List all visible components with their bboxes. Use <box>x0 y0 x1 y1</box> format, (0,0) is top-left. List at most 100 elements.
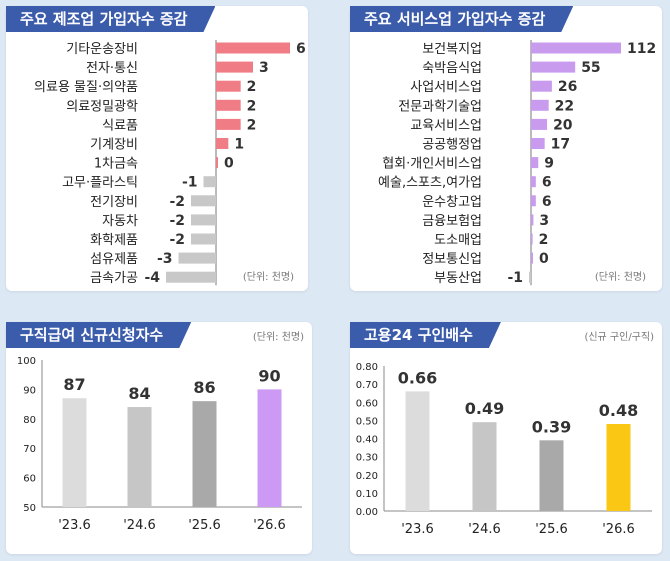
y-tick-label: 80 <box>23 415 36 426</box>
data-label: -1 <box>182 175 198 191</box>
y-tick-label: 0.40 <box>356 435 378 446</box>
category-label: 기타운송장비 <box>66 42 138 57</box>
bar <box>606 424 631 511</box>
x-tick-label: '25.6 <box>188 518 221 533</box>
data-label: 0.66 <box>398 368 437 387</box>
bar <box>166 271 216 283</box>
data-label: -2 <box>169 213 185 229</box>
data-label: 22 <box>555 98 574 114</box>
y-tick-label: 0.60 <box>356 398 378 409</box>
job-ratio-chart: 0.00 0.10 0.20 0.30 0.40 0.50 0.60 0.70 0.80 0.66… <box>356 362 652 537</box>
bar <box>216 138 229 149</box>
x-tick-label: '26.6 <box>602 522 635 537</box>
x-tick-label: '24.6 <box>123 518 156 533</box>
bar <box>531 61 576 73</box>
category-label: 부동산업 <box>434 271 482 286</box>
category-label: 전문과학기술업 <box>398 99 482 114</box>
bar <box>531 80 552 92</box>
category-label: 도소매업 <box>434 233 482 248</box>
category-label: 교육서비스업 <box>410 118 482 133</box>
bar <box>178 252 216 264</box>
data-label: 112 <box>627 41 656 57</box>
category-label: 금융보험업 <box>422 214 482 229</box>
data-label: 0 <box>539 251 549 267</box>
manufacturing-panel: 주요 제조업 가입자수 증감 기타운송장비 6 전자·통신 3 의료용 물질·의약품 2 의… <box>6 6 308 291</box>
x-tick-label: '26.6 <box>253 518 286 533</box>
job-benefit-title: 구직급여 신규신청자수 <box>6 322 191 348</box>
y-tick-label: 0.70 <box>356 380 378 391</box>
y-tick-label: 0.80 <box>356 362 378 373</box>
category-label: 보건복지업 <box>422 42 482 57</box>
y-tick-label: 100 <box>17 356 36 367</box>
bar <box>531 176 536 188</box>
data-label: -1 <box>507 270 523 286</box>
category-label: 공공행정업 <box>422 137 482 153</box>
category-label: 숙박음식업 <box>422 61 482 76</box>
data-label: -4 <box>144 270 160 286</box>
bar <box>531 42 621 54</box>
x-tick-label: '24.6 <box>468 522 501 537</box>
x-tick-label: '23.6 <box>58 518 91 533</box>
category-label: 기계장비 <box>90 138 138 153</box>
y-tick-label: 70 <box>23 444 36 455</box>
category-label: 전기장비 <box>90 195 138 210</box>
job-ratio-panel: 고용24 구인배수 (신규 구인/구직) 0.00 0.10 0.20 0.30 0.4… <box>350 322 662 554</box>
category-label: 식료품 <box>102 118 138 133</box>
data-label: 20 <box>553 117 573 133</box>
data-label: 26 <box>558 79 577 95</box>
y-tick-label: 0.50 <box>356 416 378 427</box>
bar <box>539 440 564 511</box>
bar <box>127 407 152 507</box>
bar <box>216 42 290 54</box>
job-benefit-panel: 구직급여 신규신청자수 (단위: 천명) 50 60 70 80 90 100 87 '23.… <box>6 322 312 554</box>
manufacturing-chart: 기타운송장비 6 전자·통신 3 의료용 물질·의약품 2 의료정밀광학 2 식료품 2 기계장비 1… <box>34 40 306 286</box>
data-label: 6 <box>296 41 306 57</box>
category-label: 고무·플라스틱 <box>62 176 138 191</box>
bar <box>192 401 217 507</box>
bar <box>531 214 534 226</box>
services-unit: (단위: 천명) <box>594 272 646 283</box>
bar <box>216 61 253 73</box>
services-title: 주요 서비스업 가입자수 증감 <box>350 6 573 32</box>
data-label: 0.49 <box>465 399 504 418</box>
data-label: 9 <box>544 156 554 172</box>
category-label: 운수창고업 <box>422 195 482 210</box>
y-tick-label: 60 <box>23 474 36 485</box>
category-label: 의료정밀광학 <box>66 99 138 114</box>
manufacturing-title: 주요 제조업 가입자수 증감 <box>6 6 215 32</box>
data-label: 6 <box>542 175 552 191</box>
data-label: 86 <box>193 378 215 397</box>
data-label: 2 <box>247 79 257 95</box>
job-benefit-unit: (단위: 천명) <box>252 332 304 343</box>
bar <box>62 398 87 507</box>
data-label: 3 <box>539 213 549 229</box>
bar <box>216 80 241 92</box>
y-tick-label: 0.10 <box>356 489 378 500</box>
data-label: 0.48 <box>599 401 638 420</box>
category-label: 의료용 물질·의약품 <box>34 80 138 95</box>
bar <box>216 118 241 130</box>
bar <box>216 157 218 169</box>
category-label: 사업서비스업 <box>410 80 482 95</box>
bar <box>531 157 539 169</box>
services-panel: 주요 서비스업 가입자수 증감 보건복지업 112 숙박음식업 55 사업서비스업 26 전… <box>350 6 662 291</box>
bar <box>472 422 497 511</box>
data-label: 0 <box>224 156 234 172</box>
data-label: 0.39 <box>532 417 571 436</box>
data-label: 87 <box>63 375 85 394</box>
job-benefit-chart: 50 60 70 80 90 100 87 '23.6 84 '24.6 86 '25.6 90 '26.… <box>17 356 302 533</box>
data-label: -2 <box>169 232 185 248</box>
x-tick-label: '25.6 <box>535 522 568 537</box>
bar <box>203 176 216 188</box>
category-label: 1차금속 <box>94 157 138 172</box>
category-label: 예술,스포츠,여가업 <box>378 176 482 191</box>
bar <box>216 99 241 111</box>
bar <box>531 252 533 264</box>
x-tick-label: '23.6 <box>401 522 434 537</box>
data-label: 2 <box>539 232 549 248</box>
bar <box>257 389 282 507</box>
bar <box>529 271 531 283</box>
category-label: 자동차 <box>102 214 138 229</box>
y-tick-label: 0.30 <box>356 453 378 464</box>
